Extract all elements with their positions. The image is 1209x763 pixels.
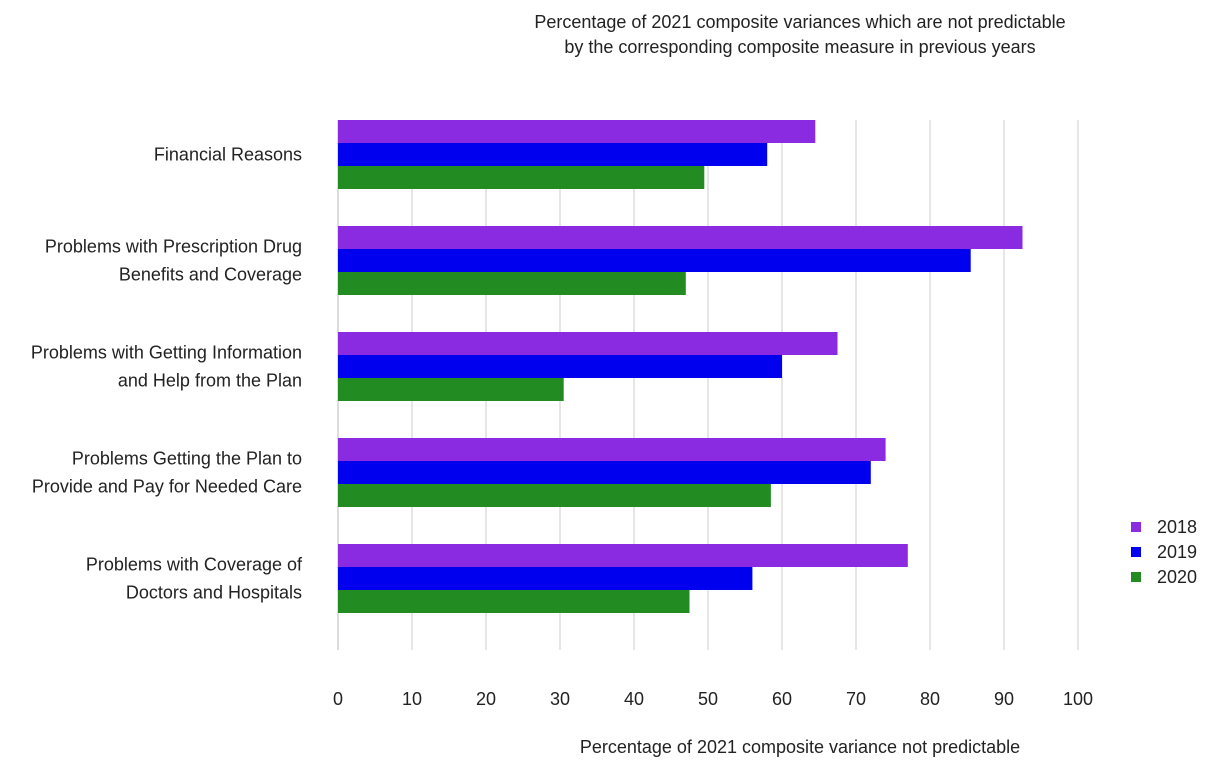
bar-2019-cat-0 (338, 143, 768, 166)
legend-label: 2020 (1157, 567, 1197, 587)
legend-swatch-2019 (1131, 547, 1141, 557)
legend: 2018 2019 2020 (1131, 517, 1197, 587)
x-tick-label: 80 (920, 689, 940, 709)
bar-2018-cat-0 (338, 120, 816, 143)
bar-2019-cat-2 (338, 355, 782, 378)
bar-2020-cat-0 (338, 166, 705, 189)
category-label: Provide and Pay for Needed Care (32, 477, 302, 497)
bar-2018-cat-2 (338, 332, 838, 355)
bar-2018-cat-1 (338, 226, 1023, 249)
category-label: Doctors and Hospitals (126, 583, 302, 603)
category-label: Problems with Getting Information (31, 343, 302, 363)
chart-title-line: by the corresponding composite measure i… (564, 37, 1035, 57)
x-tick-label: 50 (698, 689, 718, 709)
legend-label: 2019 (1157, 542, 1197, 562)
grid-lines (337, 120, 1079, 650)
bar-2020-cat-1 (338, 272, 686, 295)
x-tick-label: 90 (994, 689, 1014, 709)
bar-2020-cat-2 (338, 378, 564, 401)
category-label: Financial Reasons (154, 145, 302, 165)
bar-2018-cat-4 (338, 544, 908, 567)
x-axis-title: Percentage of 2021 composite variance no… (580, 737, 1020, 757)
x-tick-label: 0 (333, 689, 343, 709)
x-tick-label: 10 (402, 689, 422, 709)
chart-title-line: Percentage of 2021 composite variances w… (534, 12, 1065, 32)
x-tick-label: 30 (550, 689, 570, 709)
legend-swatch-2020 (1131, 572, 1141, 582)
legend-label: 2018 (1157, 517, 1197, 537)
x-tick-label: 40 (624, 689, 644, 709)
category-label: Benefits and Coverage (119, 265, 302, 285)
bar-2020-cat-4 (338, 590, 690, 613)
x-tick-label: 20 (476, 689, 496, 709)
x-tick-labels: 0 10 20 30 40 50 60 70 80 90 100 (333, 689, 1093, 709)
chart-title: Percentage of 2021 composite variances w… (534, 12, 1065, 57)
category-label: and Help from the Plan (118, 371, 302, 391)
bar-2019-cat-3 (338, 461, 871, 484)
category-label: Problems with Coverage of (86, 555, 303, 575)
bar-2018-cat-3 (338, 438, 886, 461)
x-tick-label: 100 (1063, 689, 1093, 709)
x-tick-label: 70 (846, 689, 866, 709)
bar-2019-cat-4 (338, 567, 753, 590)
bar-2019-cat-1 (338, 249, 971, 272)
x-tick-label: 60 (772, 689, 792, 709)
category-label: Problems Getting the Plan to (72, 449, 302, 469)
bar-2020-cat-3 (338, 484, 771, 507)
category-label: Problems with Prescription Drug (45, 237, 302, 257)
category-labels: Financial Reasons Problems with Prescript… (31, 145, 303, 603)
bars (338, 120, 1023, 613)
legend-swatch-2018 (1131, 522, 1141, 532)
